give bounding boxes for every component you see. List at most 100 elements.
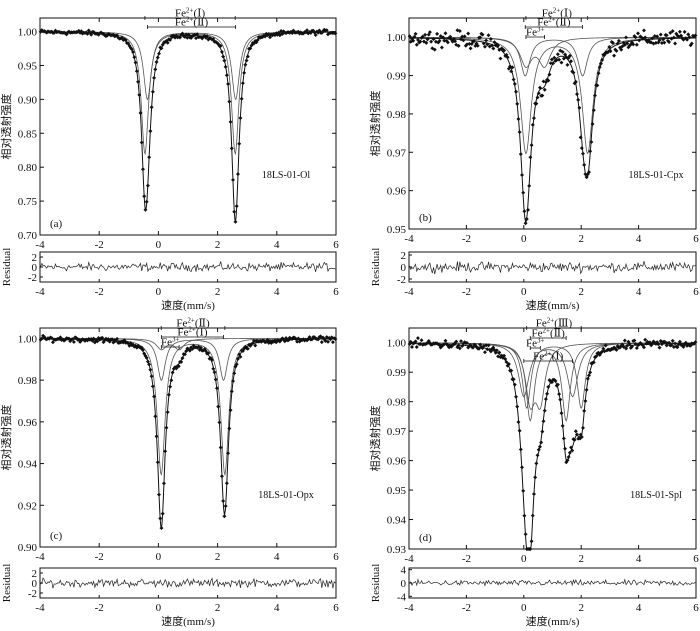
panel-label: (d): [419, 532, 432, 544]
data-point: [443, 31, 448, 36]
residual-x-tick-label: -4: [404, 286, 414, 298]
residual-x-tick-label: 0: [521, 602, 527, 614]
y-axis-label: 相对透射强度: [368, 91, 382, 157]
data-point: [517, 428, 522, 433]
data-point: [526, 207, 530, 212]
data-point: [582, 162, 587, 167]
panel-c: -4 -2 0 2 4 60.900.920.940.960.981.00相对透射强度Fe…: [0, 317, 339, 629]
residual-x-tick-label: -4: [35, 602, 45, 614]
component-label: Fe2+(Ⅰ): [175, 7, 205, 20]
data-point: [164, 425, 169, 430]
sample-label: 18LS-01-Cpx: [629, 170, 684, 181]
x-axis-label: 速度(mm/s): [161, 298, 215, 312]
y-tick-label: 0.95: [18, 60, 38, 72]
data-point: [518, 152, 523, 157]
data-point: [429, 39, 434, 44]
data-point: [682, 29, 687, 34]
component-label: Fe2+(Ⅰ): [533, 350, 563, 363]
residual-x-tick-label: 6: [693, 286, 699, 298]
x-tick-label: 2: [215, 551, 221, 563]
data-point: [159, 526, 164, 531]
main-plot-frame: [408, 17, 697, 230]
panel-b: -4 -2 0 2 4 60.950.960.970.980.991.00相对透射强度Fe…: [368, 7, 699, 313]
x-tick-label: 0: [156, 551, 162, 563]
y-tick-label: 0.96: [387, 186, 407, 198]
x-tick-label: 4: [274, 239, 280, 251]
y-tick-label: 0.94: [387, 515, 407, 527]
y-axis-label: 相对透射强度: [0, 94, 13, 160]
data-points: [407, 28, 698, 226]
y-tick-label: 0.98: [387, 397, 407, 409]
data-point: [657, 345, 662, 350]
data-point: [154, 60, 159, 64]
x-tick-label: -4: [404, 553, 414, 565]
data-point: [510, 65, 515, 70]
component-curve-0: [408, 37, 697, 155]
residual-curve: [40, 261, 336, 273]
data-point: [157, 492, 161, 497]
data-point: [677, 29, 682, 34]
data-points: [38, 27, 338, 224]
data-point: [521, 488, 526, 493]
data-point: [221, 54, 226, 59]
residual-curve: [40, 577, 336, 589]
data-point: [147, 155, 152, 160]
data-point: [575, 92, 579, 97]
component-label: Fe3+: [526, 26, 545, 39]
residual-y-tick-label: 2: [401, 250, 407, 262]
residual-y-tick-label: -2: [28, 588, 37, 600]
main-plot-frame: [39, 17, 337, 236]
data-point: [161, 481, 166, 486]
residual-plot-frame: [39, 567, 337, 599]
x-tick-label: 0: [521, 233, 527, 245]
data-point: [540, 429, 545, 434]
x-tick-label: 2: [578, 553, 584, 565]
x-tick-label: 0: [521, 553, 527, 565]
data-point: [176, 364, 181, 369]
residual-curve: [409, 578, 696, 587]
data-point: [415, 336, 420, 341]
data-point: [198, 345, 203, 350]
fit-curve: [409, 342, 697, 550]
y-tick-label: 0.90: [18, 542, 38, 554]
data-point: [182, 352, 187, 357]
data-point: [515, 101, 520, 106]
residual-x-tick-label: 6: [693, 602, 699, 614]
residual-y-tick-label: 4: [401, 565, 407, 577]
data-point: [516, 116, 521, 121]
x-tick-label: 6: [333, 551, 339, 563]
data-point: [139, 140, 144, 145]
data-point: [144, 355, 149, 360]
data-point: [541, 419, 546, 424]
data-point: [237, 141, 242, 146]
y-tick-label: 0.96: [387, 456, 407, 468]
x-tick-label: 0: [156, 239, 162, 251]
residual-x-tick-label: -2: [95, 286, 104, 298]
residual-x-tick-label: 6: [333, 602, 339, 614]
residual-plot-frame: [408, 251, 697, 283]
data-point: [155, 55, 160, 60]
data-point: [520, 173, 524, 177]
y-tick-label: 0.98: [18, 375, 38, 387]
data-point: [559, 60, 564, 65]
data-point: [514, 394, 519, 399]
data-point: [475, 43, 480, 48]
data-point: [528, 155, 533, 160]
data-point: [515, 404, 520, 409]
data-point: [232, 371, 237, 376]
x-tick-label: 6: [693, 553, 699, 565]
y-tick-label: 0.75: [18, 196, 38, 208]
residual-curve: [409, 261, 696, 275]
y-tick-label: 0.96: [18, 417, 38, 429]
y-tick-label: 1.00: [18, 27, 38, 39]
data-point: [555, 52, 560, 57]
data-point: [137, 92, 142, 97]
component-labels: Fe2+(Ⅰ)Fe2+(Ⅱ): [144, 7, 237, 29]
data-point: [138, 111, 143, 116]
data-point: [560, 423, 565, 428]
residual-x-tick-label: 4: [274, 286, 280, 298]
x-tick-label: 4: [636, 553, 642, 565]
data-point: [226, 82, 231, 87]
component-curve-0: [39, 338, 337, 477]
data-points: [38, 333, 338, 531]
